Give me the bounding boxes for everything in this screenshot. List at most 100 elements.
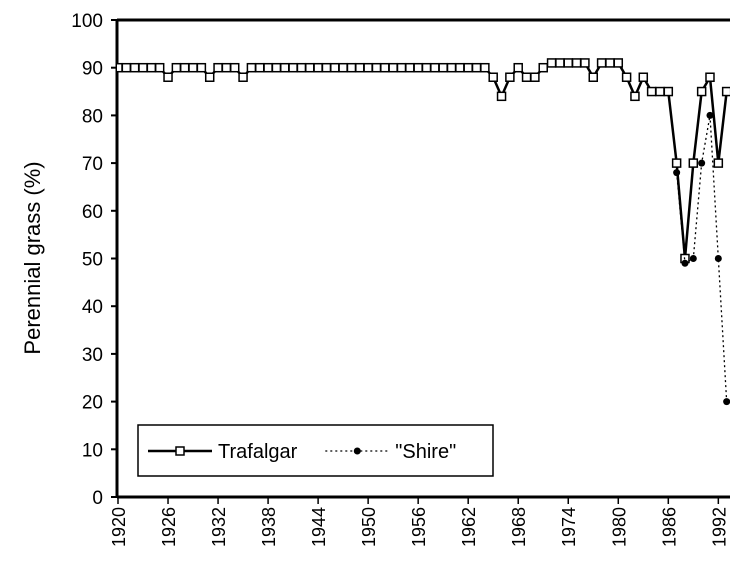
- legend-marker: [353, 447, 361, 455]
- marker: [513, 62, 523, 73]
- marker: [338, 62, 348, 73]
- y-axis-label: Perennial grass (%): [20, 161, 45, 354]
- marker: [213, 62, 223, 73]
- marker: [288, 62, 298, 73]
- marker: [546, 58, 557, 68]
- x-tick-label: 1968: [509, 507, 529, 547]
- marker: [446, 62, 457, 73]
- plot-area: [117, 58, 730, 406]
- marker: [146, 62, 157, 73]
- x-tick-label: 1950: [359, 507, 379, 547]
- marker: [321, 62, 332, 73]
- marker: [714, 255, 722, 262]
- marker: [663, 86, 674, 97]
- marker: [179, 62, 190, 73]
- marker: [538, 62, 548, 73]
- marker: [238, 72, 248, 82]
- marker: [280, 62, 290, 73]
- marker: [688, 158, 699, 168]
- marker: [413, 62, 423, 73]
- marker: [689, 255, 697, 262]
- marker: [438, 62, 448, 73]
- x-tick-label: 1956: [409, 507, 429, 547]
- marker: [723, 398, 730, 406]
- marker: [496, 91, 507, 102]
- marker: [596, 58, 607, 68]
- marker: [563, 58, 573, 68]
- legend-marker: [175, 446, 185, 456]
- marker: [605, 58, 615, 68]
- x-tick-label: 1986: [659, 507, 679, 547]
- marker: [263, 62, 273, 73]
- marker: [580, 58, 590, 68]
- y-tick-label: 20: [82, 393, 103, 414]
- marker: [313, 62, 323, 73]
- marker: [380, 62, 390, 73]
- marker: [698, 159, 706, 167]
- marker: [706, 111, 714, 119]
- marker: [463, 62, 473, 73]
- marker: [330, 62, 340, 73]
- marker: [221, 62, 232, 73]
- marker: [138, 62, 148, 73]
- marker: [721, 86, 730, 97]
- y-tick-label: 70: [82, 154, 103, 175]
- marker: [396, 62, 407, 73]
- x-tick-label: 1944: [309, 507, 329, 547]
- marker: [154, 62, 165, 73]
- marker: [555, 58, 565, 68]
- marker: [505, 72, 515, 82]
- y-tick-label: 40: [82, 297, 103, 318]
- y-tick-label: 80: [82, 106, 103, 127]
- marker: [163, 72, 173, 82]
- marker: [571, 58, 582, 68]
- y-tick-label: 90: [82, 59, 103, 80]
- marker: [363, 62, 373, 73]
- marker: [121, 62, 132, 73]
- marker: [305, 62, 315, 73]
- y-tick-label: 10: [82, 440, 103, 461]
- marker: [388, 62, 398, 73]
- marker: [246, 62, 257, 73]
- marker: [671, 158, 682, 168]
- marker: [455, 62, 465, 73]
- marker: [655, 86, 665, 97]
- marker: [271, 62, 282, 73]
- marker: [696, 86, 707, 97]
- marker: [471, 62, 482, 73]
- marker: [646, 86, 657, 97]
- marker: [613, 58, 624, 68]
- marker: [355, 62, 365, 73]
- marker: [430, 62, 440, 73]
- x-tick-label: 1938: [259, 507, 279, 547]
- marker: [480, 62, 490, 73]
- x-tick-label: 1980: [609, 507, 629, 547]
- y-tick-label: 30: [82, 345, 103, 366]
- x-tick-label: 1920: [109, 507, 129, 547]
- marker: [488, 72, 498, 82]
- marker: [673, 169, 681, 177]
- marker: [630, 91, 640, 102]
- marker: [705, 72, 715, 82]
- x-tick-label: 1992: [709, 507, 729, 547]
- marker: [229, 62, 240, 73]
- y-tick-label: 100: [71, 11, 103, 32]
- x-tick-label: 1974: [559, 507, 579, 547]
- marker: [521, 72, 532, 82]
- marker: [254, 62, 265, 73]
- marker: [296, 62, 307, 73]
- marker: [171, 62, 182, 73]
- marker: [346, 62, 357, 73]
- marker: [196, 62, 207, 73]
- marker: [129, 62, 140, 73]
- marker: [588, 72, 599, 82]
- marker: [681, 259, 689, 267]
- marker: [188, 62, 198, 73]
- x-tick-label: 1926: [159, 507, 179, 547]
- y-tick-label: 0: [92, 488, 103, 509]
- legend-label: Trafalgar: [218, 441, 298, 463]
- x-tick-label: 1962: [459, 507, 479, 547]
- x-tick-label: 1932: [209, 507, 229, 547]
- y-tick-label: 60: [82, 202, 103, 223]
